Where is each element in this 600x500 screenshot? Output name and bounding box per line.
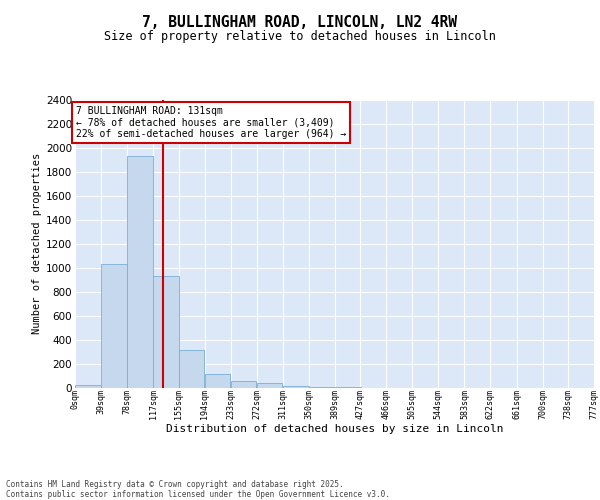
- Text: Size of property relative to detached houses in Lincoln: Size of property relative to detached ho…: [104, 30, 496, 43]
- Bar: [205, 374, 230, 388]
- Bar: [127, 156, 153, 388]
- Bar: [179, 350, 205, 388]
- Bar: [231, 381, 256, 388]
- Text: 7 BULLINGHAM ROAD: 131sqm
← 78% of detached houses are smaller (3,409)
22% of se: 7 BULLINGHAM ROAD: 131sqm ← 78% of detac…: [76, 106, 347, 139]
- Bar: [154, 276, 179, 388]
- Bar: [101, 264, 127, 388]
- Bar: [75, 385, 101, 388]
- Bar: [283, 386, 308, 388]
- X-axis label: Distribution of detached houses by size in Lincoln: Distribution of detached houses by size …: [166, 424, 503, 434]
- Text: 7, BULLINGHAM ROAD, LINCOLN, LN2 4RW: 7, BULLINGHAM ROAD, LINCOLN, LN2 4RW: [143, 15, 458, 30]
- Y-axis label: Number of detached properties: Number of detached properties: [32, 153, 42, 334]
- Bar: [257, 384, 283, 388]
- Text: Contains HM Land Registry data © Crown copyright and database right 2025.
Contai: Contains HM Land Registry data © Crown c…: [6, 480, 390, 499]
